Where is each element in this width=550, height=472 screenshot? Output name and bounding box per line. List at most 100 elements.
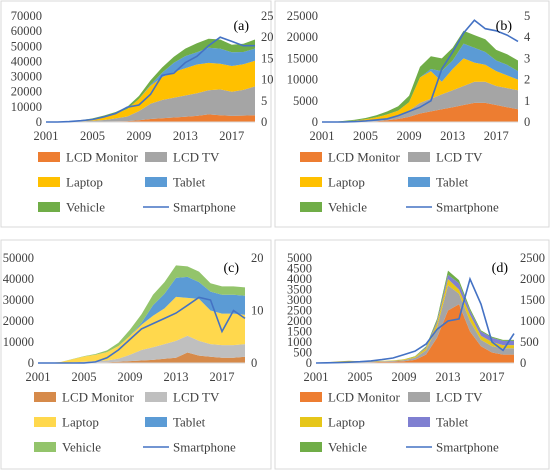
legend-item-lcd-monitor: LCD Monitor	[300, 150, 401, 165]
legend-item-lcd-tv: LCD TV	[408, 150, 483, 165]
line-smartphone	[315, 276, 515, 364]
legend-item-tablet: Tablet	[408, 415, 469, 430]
chart-panel-3: 0 10000 20000 30000 40000 50000 0 10 20 2001 2005 2…	[0, 239, 272, 470]
y2-tick-label: 15	[261, 51, 274, 65]
legend-item-laptop: Laptop	[300, 415, 365, 430]
x-tick-label: 2013	[440, 129, 465, 143]
area-laptop	[46, 60, 255, 122]
y-tick-label: 25000	[287, 9, 318, 23]
legend-item-vehicle: Vehicle	[300, 200, 367, 215]
x-tick-label: 2013	[173, 129, 198, 143]
y2-tick-label: 25	[261, 9, 274, 23]
area-lcd-tv	[46, 86, 255, 122]
x-tick-label: 2009	[126, 129, 151, 143]
legend-swatch	[300, 152, 322, 162]
legend-label: LCD Monitor	[328, 150, 401, 165]
y2-tick-label: 1000	[520, 314, 545, 328]
legend-swatch	[300, 177, 322, 187]
y2-tick-label: 3	[524, 51, 530, 65]
y-tick-label: 2500	[287, 304, 312, 318]
y-tick-label: 3000	[287, 293, 312, 307]
chart-panel-2: 0 5000 10000 15000 20000 25000 0 1 2 3 4 5 2001 2005 2…	[274, 0, 550, 228]
y-tick-label: 0	[312, 115, 318, 129]
legend-label: Laptop	[66, 175, 103, 190]
y-tick-label: 40000	[3, 272, 34, 286]
legend-swatch	[300, 417, 322, 427]
y-tick-label: 10000	[287, 73, 318, 87]
y-tick-label: 15000	[287, 51, 318, 65]
legend-label: Tablet	[436, 175, 469, 190]
legend-swatch	[145, 392, 167, 402]
x-tick-label: 2009	[118, 370, 143, 384]
legend-label: LCD TV	[436, 390, 483, 405]
legend-swatch	[300, 202, 322, 212]
area-lcd-tv	[38, 335, 245, 363]
legend-swatch	[408, 417, 430, 427]
y-tick-label: 10000	[3, 335, 34, 349]
panel-label: (b)	[496, 19, 513, 34]
x-tick-label: 2001	[34, 129, 59, 143]
legend-swatch	[38, 202, 60, 212]
legend-swatch	[145, 417, 167, 427]
x-tick-label: 2013	[436, 370, 461, 384]
y-tick-label: 500	[293, 346, 312, 360]
chart-panel-1: 0100002000030000400005000060000700000510…	[0, 0, 274, 228]
y-tick-label: 0	[28, 356, 34, 370]
y2-tick-label: 0	[524, 115, 530, 129]
area-lcd-monitor	[316, 304, 514, 363]
legend-item-lcd-monitor: LCD Monitor	[300, 390, 401, 405]
legend-swatch	[38, 152, 60, 162]
y2-tick-label: 0	[261, 115, 267, 129]
legend-item-tablet: Tablet	[408, 175, 469, 190]
y-tick-label: 70000	[11, 9, 42, 23]
y-tick-label: 20000	[3, 314, 34, 328]
x-tick-label: 2005	[80, 129, 105, 143]
x-tick-label: 2017	[210, 370, 235, 384]
legend-label: LCD TV	[436, 150, 483, 165]
legend-item-laptop: Laptop	[38, 175, 103, 190]
y-tick-label: 40000	[11, 54, 42, 68]
area-laptop	[322, 58, 518, 122]
legend-item-smartphone: Smartphone	[143, 200, 236, 215]
y-tick-label: 50000	[11, 39, 42, 53]
area-vehicle	[322, 30, 518, 122]
legend-label: Vehicle	[328, 200, 367, 215]
y2-tick-label: 1	[524, 94, 530, 108]
area-lcd-tv	[322, 81, 518, 122]
legend-item-lcd-tv: LCD TV	[145, 390, 220, 405]
y2-tick-label: 0	[251, 356, 257, 370]
y2-tick-label: 10	[261, 73, 274, 87]
x-tick-label: 2009	[397, 129, 422, 143]
legend-label: Vehicle	[62, 440, 101, 455]
panel-label: (d)	[492, 261, 509, 276]
legend-swatch	[300, 392, 322, 402]
x-tick-label: 2001	[310, 129, 335, 143]
legend-label: Vehicle	[66, 200, 105, 215]
panel-label: (c)	[223, 261, 239, 276]
y2-tick-label: 2500	[520, 251, 545, 265]
x-tick-label: 2005	[353, 129, 378, 143]
legend-item-smartphone: Smartphone	[406, 200, 499, 215]
y2-tick-label: 2000	[520, 272, 545, 286]
x-tick-label: 2005	[348, 370, 373, 384]
legend-item-lcd-tv: LCD TV	[145, 150, 220, 165]
legend-item-vehicle: Vehicle	[38, 200, 105, 215]
legend-label: Tablet	[173, 175, 206, 190]
y-tick-label: 0	[306, 356, 312, 370]
x-tick-label: 2001	[304, 370, 329, 384]
y-tick-label: 3500	[287, 283, 312, 297]
y-tick-label: 60000	[11, 24, 42, 38]
legend-item-vehicle: Vehicle	[34, 440, 101, 455]
legend-label: Smartphone	[436, 200, 499, 215]
x-tick-label: 2013	[164, 370, 189, 384]
area-lcd-monitor	[38, 352, 245, 363]
legend-label: LCD TV	[173, 390, 220, 405]
legend-label: Vehicle	[328, 440, 367, 455]
area-tablet	[46, 47, 255, 122]
y-tick-label: 30000	[11, 70, 42, 84]
legend-item-laptop: Laptop	[34, 415, 99, 430]
area-lcd-monitor	[322, 102, 518, 122]
y2-tick-label: 20	[251, 251, 264, 265]
y2-tick-label: 500	[520, 335, 539, 349]
